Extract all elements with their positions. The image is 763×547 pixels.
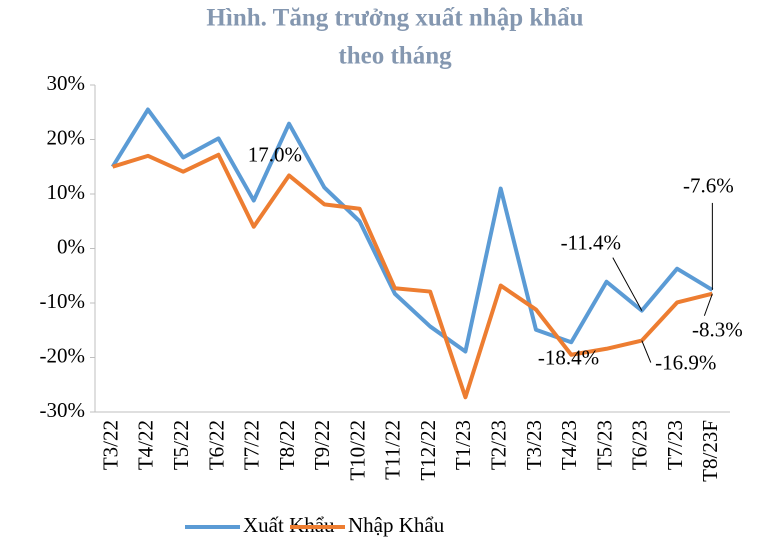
- series-line: [110, 107, 714, 354]
- x-tick-label: T2/23: [487, 420, 511, 470]
- x-tick-label: T12/22: [416, 420, 440, 481]
- leader-line: [641, 340, 652, 363]
- x-tick-label: T10/22: [345, 420, 369, 481]
- chart-title: theo tháng: [338, 43, 452, 70]
- x-tick-label: T3/23: [522, 420, 546, 470]
- chart-title: Hình. Tăng trưởng xuất nhập khẩu: [206, 5, 583, 32]
- x-tick-label: T6/22: [204, 420, 228, 470]
- x-tick-label: T8/23F: [698, 420, 722, 482]
- data-label: 17.0%: [248, 143, 302, 167]
- x-tick-label: T4/22: [134, 420, 158, 470]
- leader-line: [703, 293, 713, 316]
- y-tick-label: -30%: [40, 398, 86, 422]
- y-tick-label: -10%: [40, 289, 86, 313]
- x-tick-label: T9/22: [310, 420, 334, 470]
- y-tick-label: 10%: [47, 180, 86, 204]
- y-tick-label: -20%: [40, 343, 86, 367]
- x-tick-label: T7/22: [240, 420, 264, 470]
- data-label: -16.9%: [655, 350, 716, 374]
- data-label: -18.4%: [538, 346, 599, 370]
- legend-label: Nhập Khẩu: [348, 513, 445, 537]
- leader-line: [612, 257, 643, 311]
- x-tick-label: T7/23: [663, 420, 687, 470]
- y-tick-label: 0%: [57, 234, 85, 258]
- y-tick-label: 30%: [47, 71, 86, 95]
- data-label: -8.3%: [692, 318, 743, 342]
- series-line: [112, 152, 713, 400]
- x-tick-label: T5/23: [592, 420, 616, 470]
- x-tick-label: T5/22: [169, 420, 193, 470]
- x-tick-label: T3/22: [98, 420, 122, 470]
- legend-label: Xuất Khẩu: [243, 513, 335, 537]
- x-tick-label: T6/23: [628, 420, 652, 470]
- x-tick-label: T1/23: [451, 420, 475, 470]
- data-label: -7.6%: [683, 174, 734, 198]
- x-tick-label: T8/22: [275, 420, 299, 470]
- y-tick-label: 20%: [47, 125, 86, 149]
- x-tick-label: T11/22: [381, 420, 405, 480]
- x-tick-label: T4/23: [557, 420, 581, 470]
- data-label: -11.4%: [561, 230, 621, 254]
